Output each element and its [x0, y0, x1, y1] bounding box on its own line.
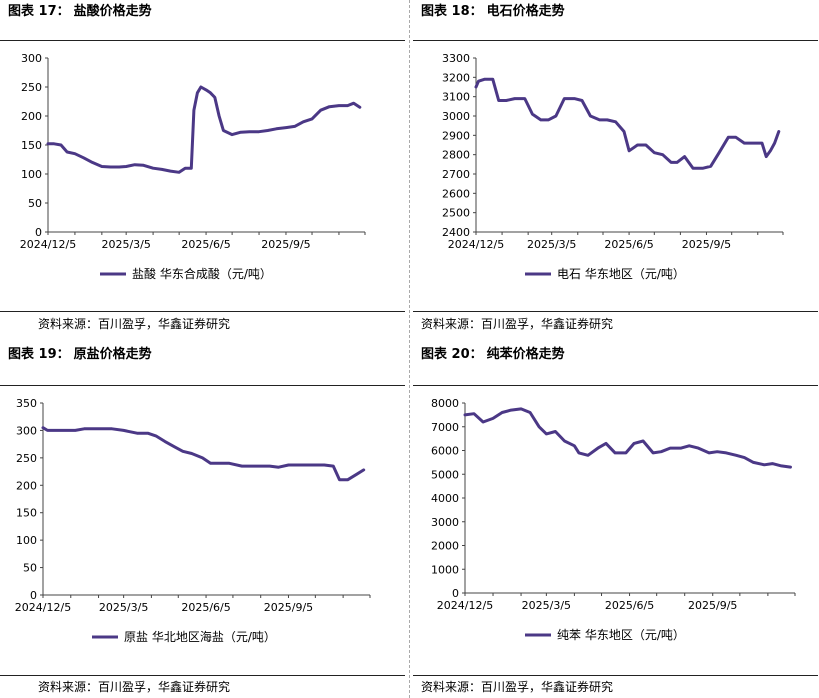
y-tick-label: 3100 [442, 91, 470, 104]
series-line [474, 77, 781, 170]
y-tick-label: 3000 [442, 110, 470, 123]
y-tick-label: 3200 [442, 71, 470, 84]
y-tick-label: 4000 [431, 492, 459, 505]
x-tick-label: 2025/3/5 [527, 238, 576, 251]
x-tick-label: 2025/9/5 [688, 599, 737, 612]
x-tick-label: 2025/6/5 [181, 601, 230, 614]
chart-title-prefix: 图表 17： [8, 4, 70, 19]
y-tick-label: 50 [28, 197, 42, 210]
y-tick-label: 50 [23, 562, 37, 575]
chart-title-text: 盐酸价格走势 [73, 4, 152, 19]
chart-title-text: 电石价格走势 [486, 4, 565, 19]
y-tick-label: 2600 [442, 187, 470, 200]
legend-label: 原盐 华北地区海盐（元/吨） [124, 629, 276, 644]
source-rule [413, 675, 818, 676]
x-tick-label: 2025/9/5 [682, 238, 731, 251]
chart-panel-18: 图表 18： 电石价格走势 2400 2500 2600 2700 2800 2900 300… [413, 0, 818, 345]
x-tick-label: 2025/6/5 [605, 599, 654, 612]
chart-title: 图表 18： 电石价格走势 [421, 0, 565, 19]
source-note: 资料来源：百川盈孚，华鑫证券研究 [38, 317, 231, 331]
line-chart: 2400 2500 2600 2700 2800 2900 3000 3100 3200 3300… [442, 52, 784, 281]
y-tick-label: 200 [16, 479, 37, 492]
chart-title: 图表 20： 纯苯价格走势 [421, 343, 565, 362]
y-tick-label: 5000 [431, 468, 459, 481]
chart-panel-19: 图表 19： 原盐价格走势 0 50 100 150 200 250 300 350 2024/1… [0, 343, 405, 694]
x-tick-label: 2025/3/5 [99, 601, 148, 614]
y-tick-label: 150 [16, 507, 37, 520]
title-rule [413, 385, 818, 386]
legend-label: 电石 华东地区（元/吨） [557, 267, 685, 281]
y-tick-label: 7000 [431, 421, 459, 434]
y-tick-label: 3000 [431, 516, 459, 529]
y-tick-label: 2400 [442, 226, 470, 239]
y-tick-label: 6000 [431, 445, 459, 458]
x-tick-label: 2025/6/5 [181, 238, 230, 251]
y-tick-label: 100 [16, 534, 37, 547]
chart-title: 图表 19： 原盐价格走势 [8, 343, 152, 362]
panel-divider [409, 0, 410, 698]
y-tick-label: 200 [21, 110, 42, 123]
line-chart: 0 50 100 150 200 250 300 2024/12/5 2025/3/5 2025/… [20, 52, 366, 281]
chart-title-text: 纯苯价格走势 [486, 347, 565, 362]
x-tick-label: 2024/12/5 [437, 599, 493, 612]
y-tick-label: 0 [30, 589, 37, 602]
legend-label: 盐酸 华东合成酸（元/吨） [132, 266, 272, 281]
y-tick-label: 2900 [442, 129, 470, 142]
y-tick-label: 3300 [442, 52, 470, 65]
source-rule [413, 311, 818, 312]
chart-panel-17: 图表 17： 盐酸价格走势 0 50 100 150 200 250 300 2024/12/5… [0, 0, 405, 345]
chart-title: 图表 17： 盐酸价格走势 [8, 0, 152, 19]
x-tick-label: 2025/3/5 [101, 238, 150, 251]
y-tick-label: 0 [35, 226, 42, 239]
source-note: 资料来源：百川盈孚，华鑫证券研究 [421, 680, 614, 694]
y-tick-label: 0 [452, 587, 459, 600]
x-tick-label: 2025/9/5 [264, 601, 313, 614]
chart-title-prefix: 图表 19： [8, 347, 70, 362]
x-tick-label: 2024/12/5 [15, 601, 71, 614]
y-tick-label: 8000 [431, 397, 459, 410]
y-tick-label: 2000 [431, 540, 459, 553]
y-tick-label: 300 [21, 52, 42, 65]
chart-title-prefix: 图表 18： [421, 4, 483, 19]
title-rule [413, 40, 818, 41]
legend-label: 纯苯 华东地区（元/吨） [557, 628, 685, 642]
y-tick-label: 100 [21, 168, 42, 181]
x-tick-label: 2025/6/5 [604, 238, 653, 251]
y-tick-label: 2800 [442, 149, 470, 162]
title-rule [0, 40, 405, 41]
y-tick-label: 350 [16, 397, 37, 410]
y-tick-label: 2700 [442, 168, 470, 181]
series-line [463, 407, 792, 469]
source-note: 资料来源：百川盈孚，华鑫证券研究 [421, 317, 614, 331]
title-rule [0, 385, 405, 386]
y-tick-label: 2500 [442, 207, 470, 220]
source-rule [0, 311, 405, 312]
y-tick-label: 1000 [431, 563, 459, 576]
x-tick-label: 2025/3/5 [522, 599, 571, 612]
x-tick-label: 2024/12/5 [448, 238, 504, 251]
chart-title-text: 原盐价格走势 [73, 347, 152, 362]
source-rule [0, 675, 405, 676]
y-tick-label: 300 [16, 424, 37, 437]
y-tick-label: 250 [21, 81, 42, 94]
series-line [46, 85, 362, 174]
chart-panel-20: 图表 20： 纯苯价格走势 0 1000 2000 3000 4000 5000 6000 70… [413, 343, 818, 694]
y-tick-label: 250 [16, 452, 37, 465]
chart-title-prefix: 图表 20： [421, 347, 483, 362]
line-chart: 0 1000 2000 3000 4000 5000 6000 7000 8000 2024/12… [431, 397, 796, 642]
series-line [41, 426, 366, 482]
line-chart: 0 50 100 150 200 250 300 350 2024/12/5 2025/3/5 20… [15, 397, 371, 644]
x-tick-label: 2024/12/5 [20, 238, 76, 251]
y-tick-label: 150 [21, 139, 42, 152]
source-note: 资料来源：百川盈孚，华鑫证券研究 [38, 680, 231, 694]
x-tick-label: 2025/9/5 [261, 238, 310, 251]
